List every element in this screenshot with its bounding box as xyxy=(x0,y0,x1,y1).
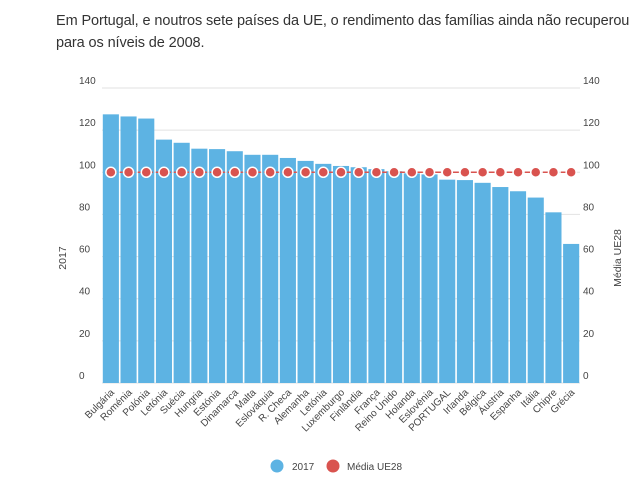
y2-tick-label: 120 xyxy=(583,118,600,129)
bar xyxy=(545,212,562,383)
average-point xyxy=(175,166,188,179)
bar xyxy=(102,114,119,383)
bar xyxy=(209,149,226,383)
average-point xyxy=(229,166,241,179)
average-point xyxy=(388,166,400,179)
bar xyxy=(155,139,173,383)
y-tick-label: 140 xyxy=(79,76,96,87)
average-point xyxy=(158,166,170,179)
average-point xyxy=(441,166,453,179)
bar xyxy=(173,142,190,383)
average-point xyxy=(423,166,436,179)
chart-title: Em Portugal, e noutros sete países da UE… xyxy=(56,13,630,51)
average-point xyxy=(211,166,223,179)
bar xyxy=(527,197,544,383)
y-tick-label: 100 xyxy=(79,160,96,171)
bar xyxy=(191,148,208,383)
y2-tick-label: 20 xyxy=(583,329,595,340)
y-tick-label: 0 xyxy=(79,371,85,382)
average-point xyxy=(352,166,365,179)
bar xyxy=(456,180,473,383)
average-point xyxy=(459,166,471,179)
average-point xyxy=(547,166,560,179)
average-point xyxy=(140,166,153,179)
y2-axis-title: Média UE28 xyxy=(612,229,624,287)
average-point xyxy=(193,166,206,179)
y2-tick-label: 100 xyxy=(583,160,600,171)
average-point xyxy=(512,166,524,179)
bar xyxy=(474,182,491,383)
y2-tick-label: 60 xyxy=(583,245,595,256)
average-point xyxy=(494,166,507,179)
bar xyxy=(244,154,261,383)
bar xyxy=(262,154,279,383)
bar xyxy=(332,165,350,383)
y2-tick-label: 80 xyxy=(583,202,595,213)
bar xyxy=(421,174,438,383)
bar xyxy=(226,151,243,383)
legend-label-media: Média UE28 xyxy=(347,462,402,473)
average-point xyxy=(529,166,542,179)
bar xyxy=(386,171,403,383)
average-point xyxy=(299,166,312,179)
legend-marker-2017 xyxy=(270,459,284,473)
average-point xyxy=(406,166,418,179)
y-axis-title: 2017 xyxy=(57,246,69,270)
y-tick-label: 20 xyxy=(79,329,91,340)
y2-tick-label: 40 xyxy=(583,287,595,298)
average-point xyxy=(370,166,383,179)
average-point xyxy=(476,166,489,179)
y-tick-label: 60 xyxy=(79,245,91,256)
bar xyxy=(563,243,580,383)
average-point xyxy=(105,166,117,179)
legend-marker-media xyxy=(326,459,340,473)
bar xyxy=(403,173,420,383)
average-point xyxy=(282,166,294,179)
y-tick-label: 80 xyxy=(79,202,91,213)
bar xyxy=(138,118,155,383)
bar xyxy=(297,160,314,383)
bar xyxy=(368,169,385,383)
average-point xyxy=(335,166,347,179)
y2-tick-label: 140 xyxy=(583,76,600,87)
bar xyxy=(509,191,527,383)
average-point xyxy=(246,166,259,179)
bar xyxy=(439,179,456,383)
y-tick-label: 120 xyxy=(79,118,96,129)
y2-tick-label: 0 xyxy=(583,371,589,382)
bar xyxy=(492,187,509,383)
average-point xyxy=(565,166,577,179)
bar xyxy=(279,157,296,383)
average-point xyxy=(122,166,135,179)
y-tick-label: 40 xyxy=(79,287,91,298)
average-point xyxy=(317,166,330,179)
legend-label-2017: 2017 xyxy=(292,462,315,473)
bar xyxy=(120,116,137,384)
bar xyxy=(350,167,367,383)
bar xyxy=(315,163,332,383)
average-point xyxy=(264,166,276,179)
